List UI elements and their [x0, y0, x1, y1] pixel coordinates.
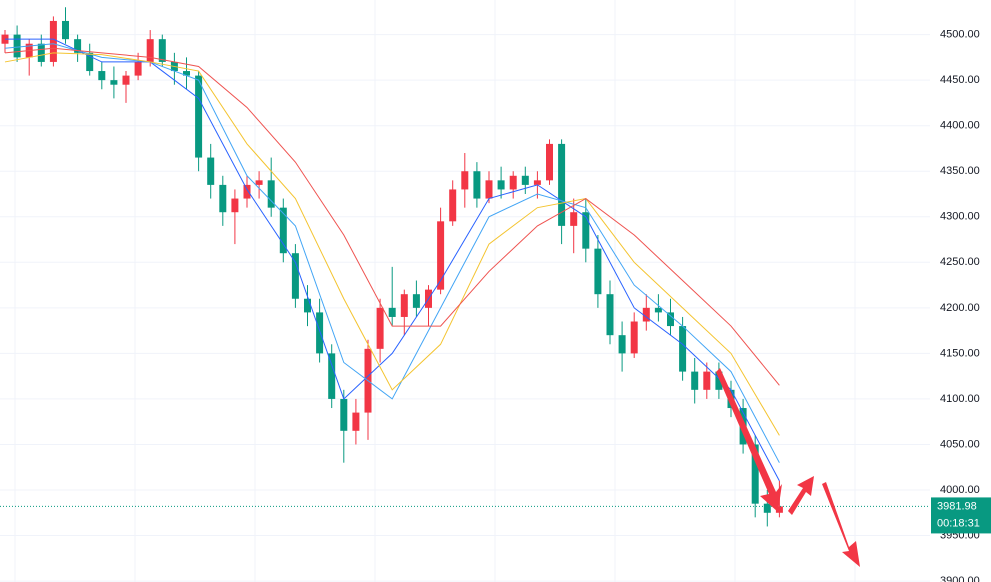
- y-tick-label: 4150.00: [940, 347, 980, 359]
- candle-body: [195, 75, 203, 158]
- y-tick-label: 4250.00: [940, 256, 980, 268]
- price-axis: [930, 0, 991, 582]
- candle-body: [207, 157, 215, 185]
- candle-body: [642, 307, 650, 322]
- candle-body: [122, 75, 130, 85]
- candle-body: [679, 326, 687, 372]
- candle-body: [304, 298, 311, 313]
- candle-body: [449, 189, 457, 222]
- y-tick-label: 3900.00: [940, 575, 980, 582]
- candle-body: [667, 312, 674, 327]
- candle-body: [570, 212, 578, 226]
- y-tick-label: 4200.00: [940, 302, 980, 314]
- candle-body: [546, 143, 553, 181]
- y-tick-label: 4500.00: [940, 29, 980, 41]
- arrow: [716, 368, 782, 512]
- candle-body: [606, 294, 614, 336]
- candle-body: [763, 503, 771, 513]
- candle-body: [267, 180, 275, 208]
- candle-body: [255, 180, 263, 185]
- candle-body: [437, 221, 445, 290]
- candle-body: [231, 198, 239, 213]
- y-tick-label: 4100.00: [940, 393, 980, 405]
- candle-body: [316, 312, 324, 354]
- candle-body: [751, 444, 759, 504]
- candle-body: [219, 184, 227, 213]
- arrow: [788, 476, 814, 515]
- candle-body: [509, 175, 517, 190]
- moving-average: [4, 47, 780, 386]
- candle-body: [533, 180, 541, 185]
- candle-body: [243, 184, 251, 199]
- candle-body: [412, 294, 420, 308]
- candle-body: [37, 43, 45, 62]
- candle-body: [110, 80, 118, 85]
- candle-body: [62, 20, 69, 40]
- candle-body: [775, 506, 783, 513]
- candle-body: [497, 180, 505, 190]
- moving-average: [5, 38, 780, 482]
- candle-body: [400, 294, 408, 317]
- candle-body: [146, 39, 154, 62]
- annotation-arrows: [716, 368, 860, 567]
- moving-average: [4, 52, 780, 436]
- candle-body: [582, 212, 590, 249]
- candle-body: [352, 412, 360, 431]
- candle-body: [328, 353, 336, 399]
- candle-body: [703, 371, 711, 390]
- candle-body: [521, 175, 529, 185]
- candle-body: [715, 371, 723, 390]
- candle-body: [376, 307, 384, 349]
- candle-body: [691, 371, 699, 390]
- candle-body: [618, 335, 626, 354]
- candle-body: [340, 398, 348, 431]
- arrow: [822, 482, 860, 567]
- y-tick-label: 4400.00: [940, 120, 980, 132]
- candle-body: [158, 39, 166, 62]
- candle-body: [558, 143, 566, 226]
- y-tick-label: 4000.00: [940, 484, 980, 496]
- candle-body: [654, 307, 662, 313]
- candle-body: [388, 307, 396, 317]
- y-tick-label: 4450.00: [940, 74, 980, 86]
- last-price-label: 3981.98: [937, 500, 977, 512]
- moving-average: [4, 43, 780, 463]
- candle-body: [461, 171, 469, 190]
- candle-body: [594, 248, 602, 295]
- candle-body: [86, 52, 94, 72]
- y-tick-label: 4050.00: [940, 438, 980, 450]
- plot: [0, 7, 930, 527]
- candle-body: [98, 71, 106, 81]
- candle-body: [134, 61, 142, 76]
- candle-body: [279, 207, 287, 254]
- y-tick-label: 4350.00: [940, 165, 980, 177]
- candle-body: [49, 20, 57, 62]
- candle-body: [183, 71, 190, 76]
- candle-body: [485, 180, 493, 199]
- axis-labels: 4500.00 4450.00 4400.00 4350.00 4300.00 4250.…: [931, 29, 991, 582]
- grid: [0, 0, 930, 582]
- candle-body: [74, 39, 82, 53]
- candle-body: [13, 34, 21, 58]
- y-tick-label: 4300.00: [940, 211, 980, 223]
- countdown-label: 00:18:31: [937, 517, 980, 529]
- candle-body: [291, 253, 299, 299]
- last-price-box: [931, 497, 991, 534]
- candle-body: [473, 171, 481, 199]
- candle-body: [630, 321, 638, 354]
